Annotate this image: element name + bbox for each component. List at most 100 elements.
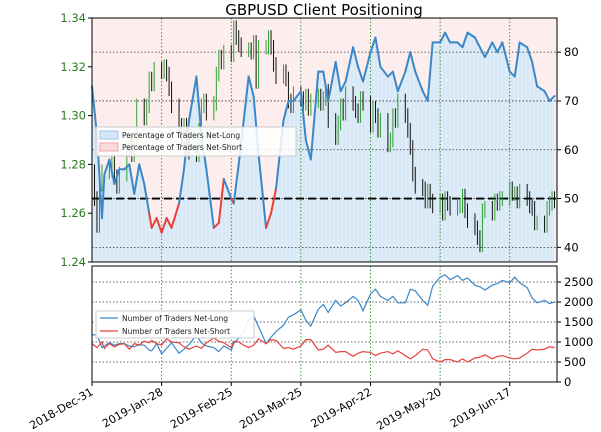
percent-segment (257, 153, 268, 229)
top-legend: Percentage of Traders Net-Long Percentag… (95, 126, 297, 157)
percent-segment (108, 158, 116, 185)
percent-segment (478, 46, 486, 59)
percent-segment (270, 187, 278, 215)
date-tick-label: 2018-Dec-31 (27, 385, 95, 432)
percent-segment (247, 75, 255, 98)
percent-segment (299, 90, 307, 141)
percent-segment (513, 41, 521, 78)
percent-segment (536, 85, 546, 93)
bottom-frame (91, 265, 558, 383)
net-short-count-line (91, 337, 555, 363)
percent-segment (409, 51, 417, 73)
percent-segment (150, 217, 158, 229)
percent-segment (496, 41, 504, 54)
legend-percentage-net-short: Percentage of Traders Net-Short (122, 143, 242, 152)
percent-segment (526, 46, 534, 63)
count-tick-label: 2500 (564, 275, 593, 289)
bottom-legend: Number of Traders Net-Long Number of Tra… (95, 310, 255, 339)
percent-segment (396, 70, 407, 93)
percent-tick-label: 40 (564, 240, 579, 254)
percent-segment (456, 41, 464, 49)
date-tick-label: 2019-Jan-28 (100, 385, 165, 430)
percent-segment (205, 168, 215, 229)
percent-segment (386, 70, 394, 78)
percent-segment (178, 168, 186, 205)
percent-segment (217, 178, 225, 224)
percent-segment (374, 36, 382, 68)
percent-segment (491, 41, 499, 54)
percent-segment (133, 163, 141, 195)
price-tick-label: 1.34 (60, 11, 86, 25)
percent-segment (160, 217, 168, 234)
percent-segment (531, 60, 539, 88)
percent-tick-label: 80 (564, 45, 579, 59)
price-tick-label: 1.32 (60, 60, 86, 74)
percent-segment (143, 182, 151, 215)
percent-segment (327, 60, 337, 102)
percent-segment (543, 90, 551, 102)
percent-tick-label: 50 (564, 192, 579, 206)
legend-number-net-long: Number of Traders Net-Long (122, 314, 228, 323)
percent-segment (362, 51, 372, 83)
chart-title: GBPUSD Client Positioning (225, 1, 423, 19)
percent-segment (391, 70, 399, 93)
percent-segment (404, 51, 412, 73)
percent-segment (352, 46, 360, 68)
percent-segment (265, 212, 273, 229)
count-tick-label: 1000 (564, 335, 593, 349)
date-tick-label: 2019-Feb-25 (168, 385, 235, 431)
percent-segment (334, 60, 342, 93)
percent-tick-label: 60 (564, 143, 579, 157)
percent-segment (113, 168, 121, 185)
percent-segment (444, 31, 452, 44)
percent-segment (170, 202, 181, 229)
top-frame (91, 17, 558, 263)
percent-segment (282, 99, 290, 122)
price-tick-label: 1.24 (60, 255, 86, 269)
percent-segment (369, 36, 377, 54)
percent-segment (195, 75, 203, 137)
count-tick-label: 0 (564, 375, 571, 389)
percent-segment (501, 41, 511, 73)
percent-segment (461, 31, 469, 49)
net-short-swatch (99, 142, 119, 152)
price-tick-label: 1.26 (60, 206, 86, 220)
net-long-swatch (99, 130, 119, 140)
percent-segment (322, 70, 330, 102)
bottom-legend-box (95, 310, 255, 339)
percent-segment (242, 75, 250, 122)
percent-segment (155, 217, 163, 234)
price-tick-label: 1.28 (60, 157, 86, 171)
date-tick-label: 2019-Apr-22 (309, 385, 374, 430)
legend-percentage-net-long: Percentage of Traders Net-Long (122, 131, 240, 140)
percent-segment (187, 75, 198, 122)
date-tick-label: 2019-Mar-25 (237, 385, 304, 431)
percent-segment (212, 221, 220, 229)
percent-segment (165, 217, 173, 229)
count-tick-label: 500 (564, 355, 586, 369)
percent-segment (548, 95, 556, 102)
top-legend-box (95, 126, 297, 157)
percent-segment (339, 80, 347, 93)
percent-segment (344, 46, 355, 83)
percent-segment (357, 65, 365, 83)
percent-segment (148, 212, 153, 229)
percent-segment (379, 65, 389, 78)
percent-segment (466, 31, 476, 39)
date-axis: 2018-Dec-31 2019-Jan-28 2019-Feb-25 2019-Ma… (27, 382, 513, 432)
percent-segment (292, 90, 302, 102)
percent-segment (100, 173, 106, 220)
percent-segment (426, 41, 434, 102)
legend-number-net-short: Number of Traders Net-Short (122, 327, 230, 336)
percent-segment (309, 70, 320, 161)
percent-segment (518, 41, 529, 49)
percent-tick-label: 70 (564, 94, 579, 108)
percent-segment (103, 158, 111, 176)
percent-segment (222, 178, 233, 200)
percent-segment (473, 36, 481, 49)
count-tick-label: 2000 (564, 295, 593, 309)
date-tick-label: 2019-May-20 (374, 385, 443, 432)
count-tick-label: 1500 (564, 315, 593, 329)
net-long-shading (92, 32, 555, 262)
